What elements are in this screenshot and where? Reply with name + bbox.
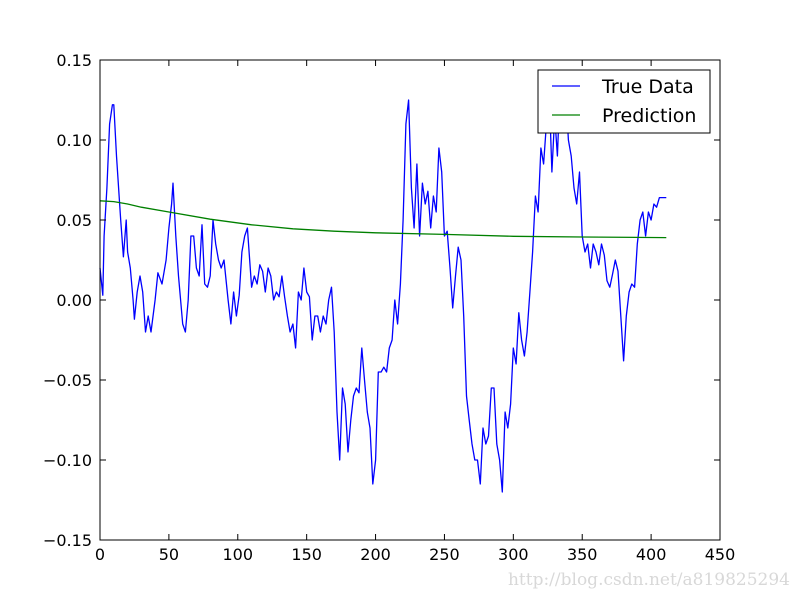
y-tick-label: −0.10 <box>43 451 92 470</box>
x-tick-label: 300 <box>498 545 529 564</box>
y-tick-label: 0.00 <box>56 291 92 310</box>
series-line-true-data <box>99 75 667 493</box>
x-tick-label: 150 <box>291 545 322 564</box>
y-tick-label: 0.15 <box>56 51 92 70</box>
x-tick-label: 350 <box>567 545 598 564</box>
y-tick-label: 0.05 <box>56 211 92 230</box>
x-tick-label: 100 <box>223 545 254 564</box>
y-tick-label: −0.05 <box>43 371 92 390</box>
x-tick-label: 250 <box>429 545 460 564</box>
y-tick-label: 0.10 <box>56 131 92 150</box>
legend-box <box>537 69 711 134</box>
watermark: http://blog.csdn.net/a819825294 <box>507 570 790 590</box>
x-tick-label: 0 <box>95 545 105 564</box>
x-tick-label: 50 <box>159 545 179 564</box>
x-tick-label: 200 <box>360 545 391 564</box>
x-tick-label: 450 <box>705 545 736 564</box>
series-line-prediction <box>99 200 667 239</box>
legend-label: Prediction <box>602 105 696 127</box>
legend-label: True Data <box>601 76 694 98</box>
x-tick-label: 400 <box>636 545 667 564</box>
y-tick-label: −0.15 <box>43 531 92 550</box>
